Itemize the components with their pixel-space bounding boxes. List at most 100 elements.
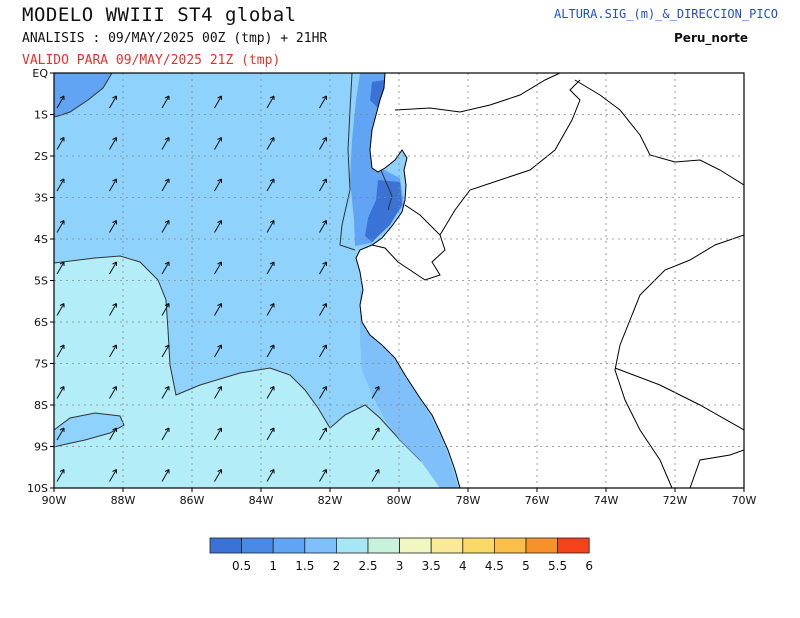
wave-arrow-head bbox=[269, 469, 275, 474]
wave-arrow-head bbox=[269, 427, 275, 432]
wave-arrow-head bbox=[112, 427, 117, 432]
border-peru-brazil bbox=[574, 79, 744, 488]
legend-swatch bbox=[335, 537, 369, 554]
wave-arrow-head bbox=[217, 220, 222, 225]
wave-arrow-head bbox=[164, 95, 170, 100]
wave-arrow-head bbox=[59, 427, 65, 432]
wave-arrow bbox=[161, 137, 170, 150]
legend-label: 5 bbox=[522, 559, 530, 573]
wave-arrow-head bbox=[322, 386, 327, 391]
legend-swatch bbox=[462, 537, 495, 554]
wave-arrow bbox=[266, 261, 275, 275]
wave-arrow-head bbox=[59, 303, 65, 308]
border-south bbox=[689, 449, 744, 488]
product-label: ALTURA.SIG_(m)_&_DIRECCION_PICO bbox=[554, 7, 778, 21]
wave-arrow bbox=[56, 220, 65, 233]
wave-arrow-head bbox=[59, 220, 65, 225]
lon-label: 88W bbox=[111, 494, 136, 507]
wave-arrow bbox=[319, 220, 327, 233]
lat-label: 8S bbox=[34, 399, 48, 412]
legend-label: 0.5 bbox=[232, 559, 251, 573]
wave-arrow bbox=[161, 261, 170, 275]
wave-arrow bbox=[56, 344, 65, 358]
legend-label: 3.5 bbox=[422, 559, 441, 573]
wave-arrow bbox=[161, 95, 170, 109]
wave-arrow-head bbox=[112, 220, 117, 225]
wave-arrow-head bbox=[164, 137, 170, 142]
wave-arrow-head bbox=[269, 178, 275, 183]
wave-arrow-head bbox=[164, 303, 170, 308]
wave-arrow-head bbox=[112, 261, 117, 266]
wave-arrow bbox=[214, 178, 222, 192]
wave-arrow bbox=[371, 469, 380, 482]
wave-arrow bbox=[214, 261, 222, 275]
wave-arrow-head bbox=[59, 95, 65, 100]
contour-line-coast bbox=[339, 73, 356, 251]
wave-arrow bbox=[266, 95, 275, 109]
wave-arrow-head bbox=[322, 95, 327, 100]
wave-arrow-head bbox=[322, 427, 327, 432]
wave-arrow bbox=[214, 344, 222, 358]
legend-label: 4 bbox=[459, 559, 467, 573]
wave-arrow bbox=[319, 95, 327, 109]
wave-arrow-head bbox=[112, 469, 117, 474]
wave-arrow bbox=[214, 386, 222, 399]
wave-arrow-head bbox=[322, 344, 327, 349]
lon-label: 84W bbox=[249, 494, 274, 507]
wave-arrow bbox=[161, 469, 170, 482]
lon-label: 82W bbox=[318, 494, 343, 507]
wave-arrow-head bbox=[269, 386, 275, 391]
wave-arrow bbox=[319, 469, 327, 482]
color-legend: 0.5 1 1.5 2 2.5 3 3.5 4 4.5 5 5.5 6 bbox=[209, 537, 593, 573]
wave-arrow-head bbox=[374, 427, 380, 432]
wave-arrow bbox=[109, 261, 117, 275]
wave-arrow bbox=[214, 427, 222, 441]
lon-label: 74W bbox=[594, 494, 619, 507]
wave-arrow bbox=[214, 303, 222, 316]
legend-swatch bbox=[241, 537, 274, 554]
wave-arrow bbox=[266, 344, 275, 358]
wave-arrow-head bbox=[217, 344, 222, 349]
wave-arrow-head bbox=[269, 303, 275, 308]
wave-arrow bbox=[109, 386, 117, 399]
lat-label: 7S bbox=[34, 358, 48, 371]
legend-label: 5.5 bbox=[548, 559, 567, 573]
wave-arrow-head bbox=[164, 220, 170, 225]
wave-arrow-head bbox=[269, 261, 275, 266]
wave-arrow-head bbox=[217, 178, 222, 183]
wave-arrow-head bbox=[217, 427, 222, 432]
legend-label: 6 bbox=[585, 559, 593, 573]
legend-label: 1 bbox=[269, 559, 277, 573]
wave-arrow-head bbox=[164, 427, 170, 432]
wave-arrow bbox=[56, 261, 65, 275]
wave-arrow bbox=[266, 303, 275, 316]
south-america-land bbox=[355, 73, 744, 488]
longitude-labels: 90W 88W 86W 84W 82W 80W 78W 76W 74W 72W 70W bbox=[42, 488, 757, 507]
wave-arrow bbox=[214, 137, 222, 150]
contour-line-gulf bbox=[379, 167, 393, 211]
lon-label: 70W bbox=[732, 494, 757, 507]
wave-arrow-head bbox=[59, 344, 65, 349]
wave-arrow-head bbox=[269, 95, 275, 100]
legend-swatch bbox=[493, 537, 527, 554]
wave-arrow bbox=[109, 427, 117, 441]
wave-arrow bbox=[319, 137, 327, 150]
wave-arrow bbox=[56, 427, 65, 441]
wave-arrow-head bbox=[269, 137, 275, 142]
latitude-labels: EQ 1S 2S 3S 4S 5S 6S 7S 8S 9S 10S bbox=[27, 67, 54, 495]
wave-arrow bbox=[56, 137, 65, 150]
wave-arrow-head bbox=[322, 261, 327, 266]
wave-arrow-head bbox=[112, 386, 117, 391]
wave-arrow bbox=[319, 386, 327, 399]
wave-arrow-head bbox=[374, 469, 380, 474]
wave-arrow-head bbox=[217, 261, 222, 266]
wave-arrow-head bbox=[269, 220, 275, 225]
wave-arrow-head bbox=[112, 137, 117, 142]
wave-arrow bbox=[371, 427, 380, 441]
wave-arrow bbox=[161, 427, 170, 441]
wave-arrow bbox=[266, 220, 275, 233]
lon-label: 80W bbox=[387, 494, 412, 507]
wave-zone-guayaquil bbox=[365, 180, 402, 242]
legend-swatch bbox=[304, 537, 337, 554]
wave-arrow bbox=[319, 178, 327, 192]
